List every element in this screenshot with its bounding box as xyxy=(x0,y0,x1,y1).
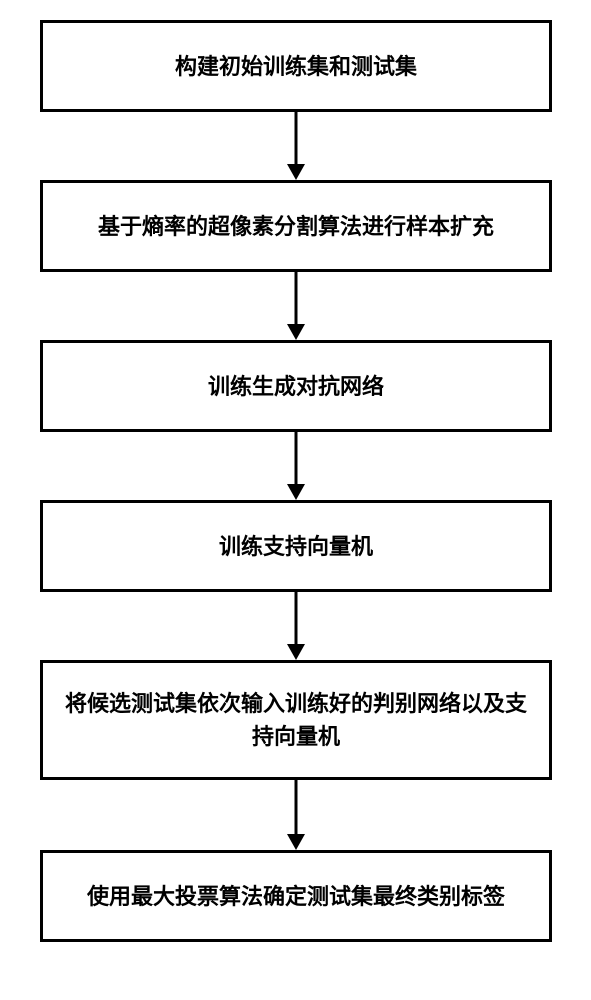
arrow-shaft xyxy=(295,780,298,836)
arrow-head-icon xyxy=(287,164,305,180)
arrow-shaft xyxy=(295,272,298,326)
arrow-shaft xyxy=(295,592,298,646)
flow-node-n1: 构建初始训练集和测试集 xyxy=(40,20,552,112)
arrow-shaft xyxy=(295,112,298,166)
flow-node-n3: 训练生成对抗网络 xyxy=(40,340,552,432)
arrow-head-icon xyxy=(287,484,305,500)
flow-node-n4: 训练支持向量机 xyxy=(40,500,552,592)
flow-node-n6: 使用最大投票算法确定测试集最终类别标签 xyxy=(40,850,552,942)
flow-node-n2: 基于熵率的超像素分割算法进行样本扩充 xyxy=(40,180,552,272)
arrow-head-icon xyxy=(287,324,305,340)
flowchart-canvas: 构建初始训练集和测试集基于熵率的超像素分割算法进行样本扩充训练生成对抗网络训练支… xyxy=(0,0,591,1000)
arrow-head-icon xyxy=(287,834,305,850)
arrow-shaft xyxy=(295,432,298,486)
arrow-head-icon xyxy=(287,644,305,660)
flow-node-n5: 将候选测试集依次输入训练好的判别网络以及支持向量机 xyxy=(40,660,552,780)
